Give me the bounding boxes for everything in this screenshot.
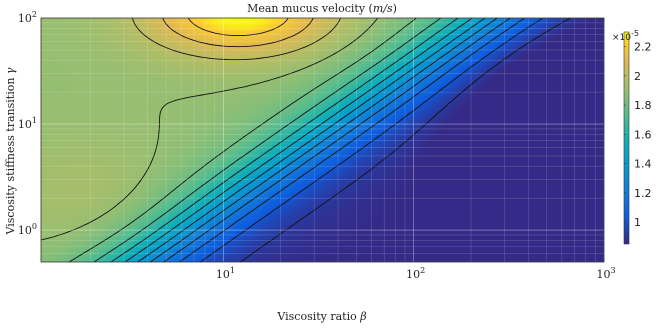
colorbar-ticks: 1 1.2 1.4 1.6 1.8 2 2.2 (624, 41, 652, 229)
colorbar-frame (623, 31, 630, 245)
contour-line-2 (179, 17, 525, 263)
plot-area (40, 17, 605, 263)
plot-frame (40, 17, 605, 263)
velocity-field-image (41, 18, 604, 262)
colorbar-tick-label: 1.2 (634, 187, 652, 200)
chart-title: Mean mucus velocity (m/s) (247, 2, 397, 15)
colorbar-multiplier: ×10-5 (612, 29, 639, 43)
contour-line-13 (187, 17, 289, 37)
x-tick-label: 102 (406, 266, 425, 281)
x-tick-label: 101 (216, 266, 235, 281)
contour-line-8 (93, 17, 442, 263)
x-axis-ticks: 101 102 103 (216, 266, 616, 281)
colorbar-tick-label: 2 (634, 70, 641, 83)
contour-line-6 (124, 17, 473, 263)
colorbar: ×10-5 1 1.2 1.4 1.6 1.8 2 2.2 (612, 29, 652, 245)
contour-lines (40, 17, 571, 263)
y-tick-label: 102 (18, 10, 37, 25)
contour-line-3 (163, 17, 511, 263)
y-axis-label: Viscosity stiffness transition γ (4, 67, 17, 235)
contour-line-0 (240, 17, 571, 263)
contour-line-11 (131, 17, 341, 61)
colorbar-tick-label: 1 (634, 216, 641, 229)
y-tick-label: 100 (18, 222, 37, 237)
grid-lines (41, 17, 605, 263)
contour-line-10 (40, 17, 379, 241)
colorbar-tick-label: 1.8 (634, 99, 652, 112)
colorbar-tick-label: 1.4 (634, 158, 652, 171)
contour-line-7 (110, 17, 459, 263)
contour-line-1 (200, 17, 543, 263)
contour-line-5 (137, 17, 486, 263)
x-axis-label: Viscosity ratio β (276, 310, 366, 323)
contour-line-12 (162, 17, 314, 48)
colorbar-gradient (624, 32, 629, 244)
colorbar-tick-label: 1.6 (634, 128, 652, 141)
x-tick-label: 103 (596, 266, 615, 281)
contour-line-4 (150, 17, 498, 263)
y-tick-label: 101 (18, 116, 37, 131)
y-axis-ticks: 100 101 102 (18, 10, 37, 237)
colorbar-tick-label: 2.2 (634, 41, 652, 54)
